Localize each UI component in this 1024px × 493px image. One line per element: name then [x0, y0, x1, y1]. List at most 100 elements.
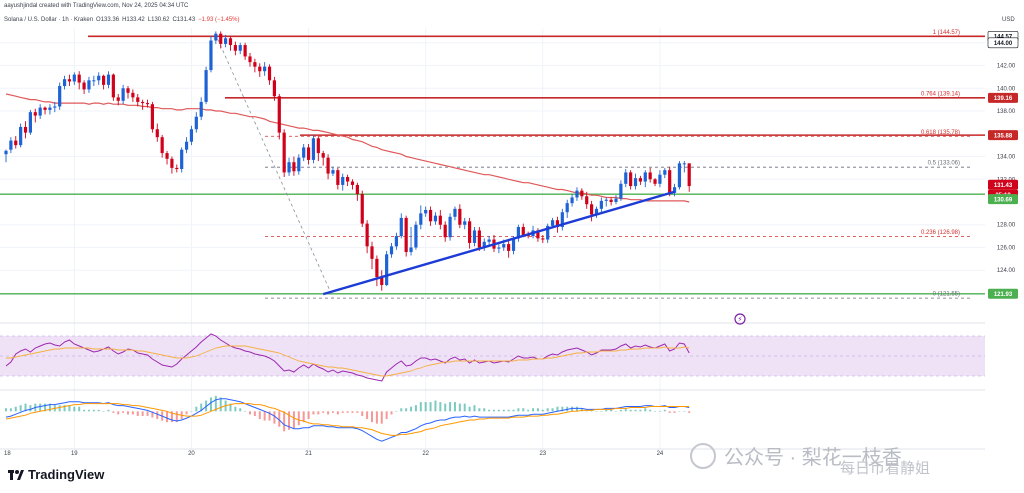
candle-body — [311, 138, 316, 160]
symbol-title[interactable]: Solana / U.S. Dollar · 1h · Kraken — [4, 17, 94, 23]
macd-histogram-bar — [405, 408, 408, 412]
candle-body — [326, 157, 330, 174]
macd-histogram-bar — [468, 406, 471, 412]
price-tag-label: 121.93 — [994, 292, 1013, 298]
candle-body — [663, 170, 667, 175]
candle-body — [72, 74, 76, 82]
macd-histogram-bar — [9, 408, 12, 412]
macd-histogram-bar — [336, 411, 339, 415]
candle-body — [482, 241, 486, 248]
macd-histogram-bar — [410, 406, 413, 412]
macd-histogram-bar — [234, 406, 237, 412]
macd-histogram-bar — [629, 409, 632, 412]
macd-histogram-bar — [473, 405, 476, 412]
price-tick-label: 124.00 — [997, 268, 1016, 274]
candle-body — [370, 246, 374, 259]
candle-body — [629, 172, 633, 187]
macd-histogram-bar — [312, 411, 315, 415]
candle-body — [43, 107, 47, 110]
time-axis-day-label: 23 — [539, 451, 546, 457]
price-tag — [988, 179, 1018, 190]
candle-body — [150, 104, 154, 130]
candle-body — [409, 247, 413, 253]
macd-histogram-bar — [551, 408, 554, 412]
macd-histogram-bar — [122, 411, 125, 413]
macd-histogram-bar — [58, 405, 61, 412]
macd-histogram-bar — [439, 402, 442, 412]
macd-histogram-bar — [595, 411, 598, 412]
macd-histogram-bar — [561, 406, 564, 412]
event-marker-glyph: ⚡ — [738, 316, 743, 324]
macd-histogram-bar — [87, 409, 90, 412]
macd-histogram-bar — [571, 406, 574, 412]
macd-histogram-bar — [580, 408, 583, 412]
macd-histogram-bar — [327, 411, 330, 415]
macd-histogram-bar — [112, 411, 115, 413]
macd-histogram-bar — [244, 411, 247, 412]
candle-body — [238, 45, 242, 51]
candle-body — [136, 97, 140, 102]
macd-histogram-bar — [483, 408, 486, 412]
fib-label-0.764: 0.764 (139.14) — [921, 92, 960, 98]
candle-body — [585, 196, 589, 205]
macd-histogram-bar — [512, 409, 515, 412]
event-marker-icon — [734, 313, 746, 325]
candle-body — [121, 88, 125, 101]
fib-diagonal — [217, 39, 334, 298]
price-tag — [988, 130, 1018, 141]
macd-histogram-bar — [331, 411, 334, 413]
candle-body — [472, 230, 477, 243]
candle-body — [443, 224, 447, 238]
macd-histogram-bar — [214, 395, 217, 412]
candle-body — [204, 70, 208, 102]
candle-body — [282, 132, 286, 173]
macd-histogram-bar — [600, 411, 603, 412]
candle-body — [38, 107, 42, 116]
macd-histogram-bar — [317, 411, 320, 415]
price-tick-label: 128.00 — [997, 223, 1016, 229]
candle-body — [687, 163, 691, 187]
macd-histogram-bar — [288, 411, 291, 430]
macd-histogram-bar — [63, 405, 66, 412]
rsi-moving-average — [6, 345, 690, 377]
macd-histogram-bar — [68, 405, 71, 412]
macd-histogram-bar — [527, 409, 530, 412]
candle-body — [62, 79, 67, 86]
candle-body — [419, 213, 423, 225]
candle-body — [209, 40, 213, 71]
macd-histogram-bar — [575, 406, 578, 412]
macd-histogram-bar — [688, 411, 691, 413]
candle-body — [287, 162, 291, 173]
macd-histogram-bar — [29, 405, 32, 412]
macd-histogram-bar — [434, 400, 437, 412]
candle-body — [604, 199, 608, 201]
candle-body — [399, 217, 403, 237]
macd-histogram-bar — [395, 411, 398, 412]
macd-histogram-bar — [185, 411, 188, 415]
candle-body — [180, 149, 184, 170]
candle-body — [58, 86, 62, 107]
time-axis-day-label: 19 — [71, 451, 78, 457]
symbol-header: Solana / U.S. Dollar · 1h · Kraken O133.… — [4, 17, 240, 23]
candle-body — [263, 66, 267, 72]
macd-histogram-bar — [146, 411, 149, 416]
candle-body — [53, 106, 57, 108]
price-tick-label: 134.00 — [997, 155, 1016, 161]
rsi-line — [5, 333, 690, 382]
macd-histogram-bar — [390, 411, 393, 415]
candle-body — [292, 162, 296, 172]
price-tick-label: 142.00 — [997, 64, 1016, 70]
horizontal-levels — [0, 35, 985, 295]
tradingview-logo[interactable]: TradingView — [8, 467, 104, 482]
macd-histogram-bar — [502, 409, 505, 412]
macd-histogram-bar — [463, 403, 466, 412]
candle-body — [184, 141, 189, 150]
candle-body — [668, 170, 672, 193]
macd-histogram-bar — [249, 411, 251, 415]
candle-body — [214, 33, 218, 41]
macd-histogram-bar — [449, 402, 452, 412]
macd-histogram-bar — [517, 408, 520, 412]
price-tags: 144.57144.00139.16135.88131.4325:18130.6… — [987, 31, 1019, 299]
fibonacci-retracement: 1 (144.57) 0.764 (139.14) 0.618 (135.78) 0.… — [217, 30, 970, 325]
